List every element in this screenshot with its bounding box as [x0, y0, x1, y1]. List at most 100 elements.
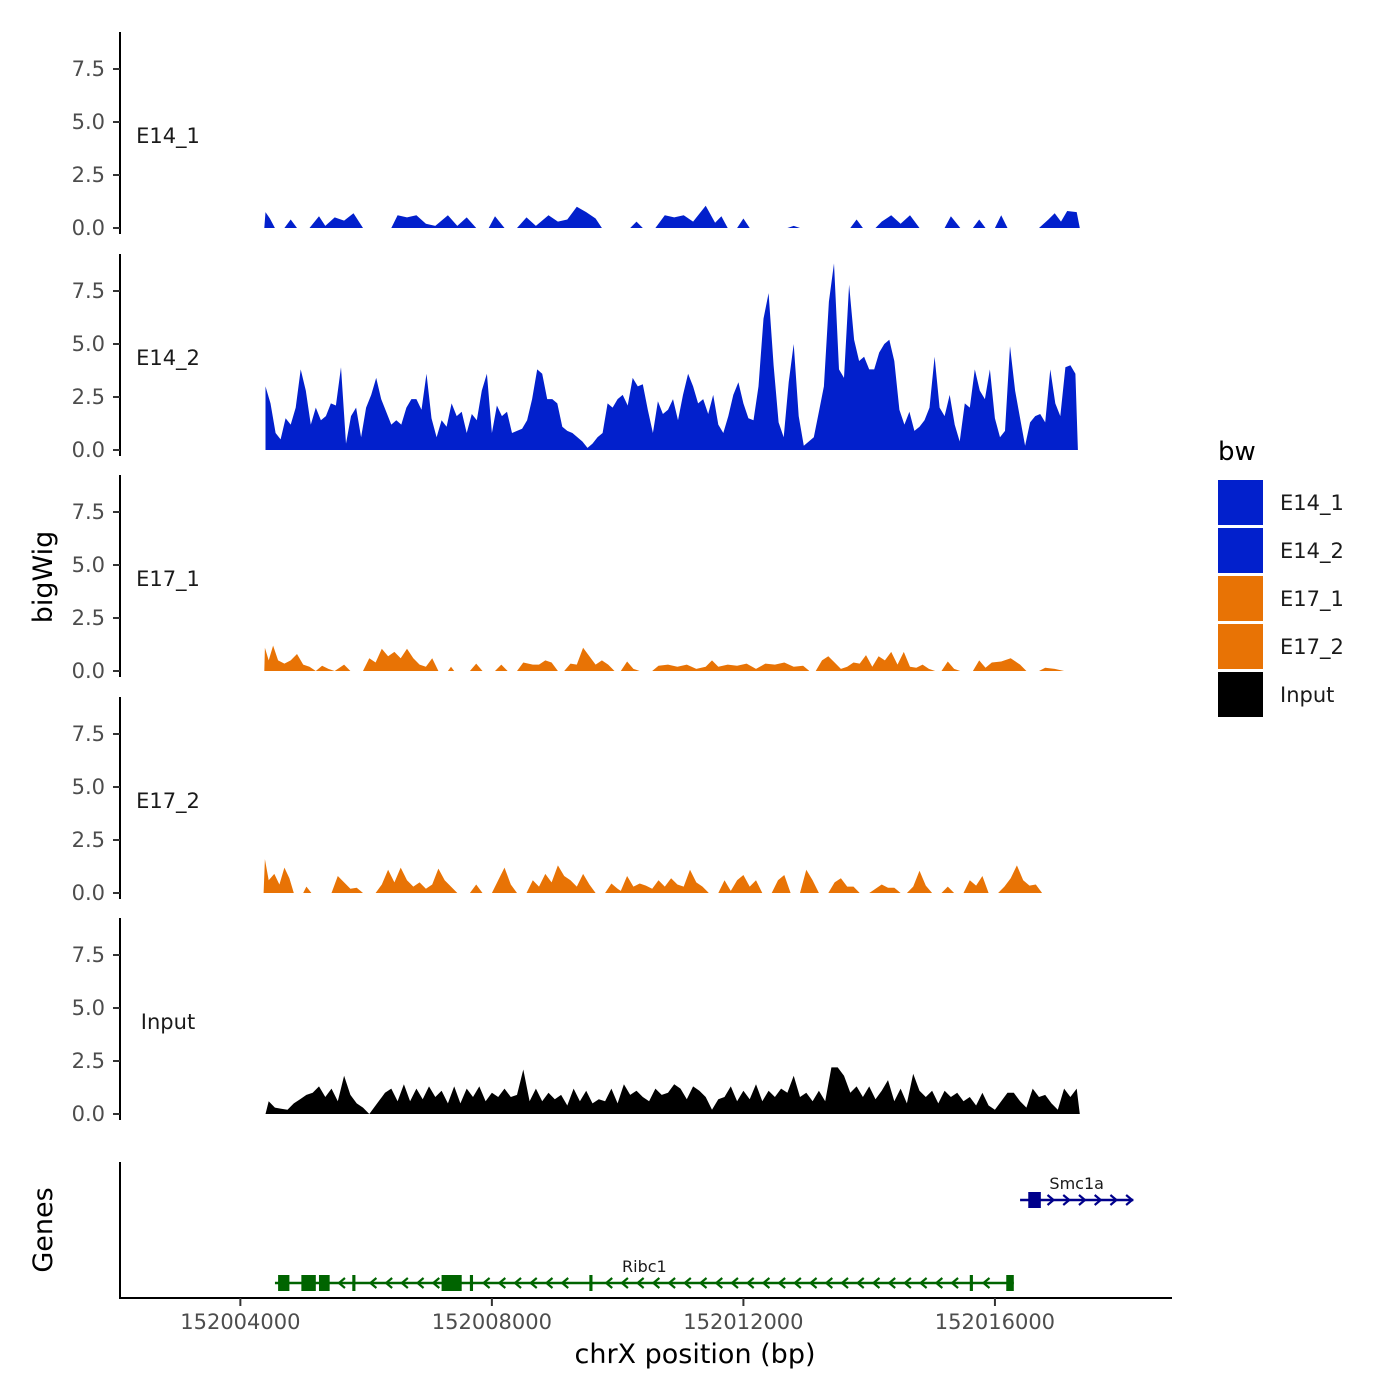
track-panel-e17_2: 0.0 2.5 5.0 7.5 E17_2 — [72, 697, 1043, 905]
gene-exon — [469, 1275, 474, 1291]
strand-arrow-icon — [1046, 1194, 1056, 1206]
y-tick-label: 0.0 — [72, 438, 105, 462]
strand-arrow-icon — [856, 1277, 865, 1289]
strand-arrow-icon — [871, 1277, 881, 1289]
strand-arrow-icon — [714, 1277, 723, 1289]
strand-arrow-icon — [761, 1277, 771, 1289]
gene-exon — [318, 1275, 330, 1291]
y-tick-label: 7.5 — [72, 722, 105, 746]
y-tick-label: 7.5 — [72, 57, 105, 81]
legend-item-input: Input — [1218, 672, 1334, 717]
strand-arrow-icon — [400, 1277, 409, 1289]
y-tick-label: 7.5 — [72, 943, 105, 967]
strand-arrow-icon — [481, 1277, 491, 1289]
legend-label: E17_1 — [1280, 587, 1344, 612]
strand-arrow-icon — [1078, 1194, 1087, 1206]
y-tick-label: 0.0 — [72, 1102, 105, 1126]
strand-arrow-icon — [1093, 1194, 1103, 1206]
strand-arrow-icon — [513, 1277, 522, 1289]
track-panel-e14_1: 0.0 2.5 5.0 7.5 E14_1 — [72, 32, 1080, 240]
y-axis-title: bigWig — [28, 531, 59, 624]
y-tick-label: 7.5 — [72, 500, 105, 524]
y-tick-label: 2.5 — [72, 828, 105, 852]
gene-exon — [352, 1275, 356, 1291]
strand-arrow-icon — [497, 1277, 507, 1289]
gene-exon — [589, 1275, 593, 1291]
x-axis-title: chrX position (bp) — [574, 1339, 815, 1370]
y-tick-label: 2.5 — [72, 385, 105, 409]
gene-label: Smc1a — [1049, 1174, 1104, 1193]
strand-arrow-icon — [981, 1277, 991, 1289]
track-label: E17_2 — [136, 789, 200, 814]
y-tick-label: 5.0 — [72, 553, 105, 577]
y-tick-label: 5.0 — [72, 996, 105, 1020]
legend: bw E14_1 E14_2 E17_1 E17_2 Input — [1218, 437, 1344, 717]
strand-arrow-icon — [903, 1277, 912, 1289]
strand-arrow-icon — [887, 1277, 896, 1289]
y-tick-label: 5.0 — [72, 110, 105, 134]
strand-arrow-icon — [368, 1277, 378, 1289]
strand-arrow-icon — [840, 1277, 849, 1289]
genes-axis-title: Genes — [28, 1187, 59, 1272]
strand-arrow-icon — [698, 1277, 708, 1289]
strand-arrow-icon — [950, 1277, 959, 1289]
legend-label: E14_1 — [1280, 491, 1344, 516]
track-panel-e17_1: 0.0 2.5 5.0 7.5 E17_1 — [72, 475, 1065, 683]
legend-item-e17_1: E17_1 — [1218, 576, 1344, 621]
strand-arrow-icon — [384, 1277, 393, 1289]
strand-arrow-icon — [560, 1277, 569, 1289]
strand-arrow-icon — [777, 1277, 786, 1289]
y-tick-label: 2.5 — [72, 163, 105, 187]
y-tick-label: 5.0 — [72, 332, 105, 356]
gene-exon — [1006, 1275, 1014, 1291]
strand-arrow-icon — [793, 1277, 802, 1289]
gene-exon — [969, 1275, 973, 1291]
strand-arrow-icon — [529, 1277, 538, 1289]
track-panel-input: 0.0 2.5 5.0 7.5 Input — [72, 918, 1080, 1126]
gene-exon — [301, 1275, 316, 1291]
legend-label: E17_2 — [1280, 635, 1344, 660]
x-axis-ticks: 152004000 152008000 152012000 152016000 — [180, 1298, 1055, 1334]
legend-label: Input — [1280, 683, 1334, 707]
strand-arrow-icon — [544, 1277, 554, 1289]
track-panel-e14_2: 0.0 2.5 5.0 7.5 E14_2 — [72, 254, 1078, 462]
y-tick-label: 5.0 — [72, 775, 105, 799]
legend-title: bw — [1218, 437, 1256, 467]
coverage-area-e17_2 — [263, 859, 1043, 893]
strand-arrow-icon — [415, 1277, 425, 1289]
track-label: E14_1 — [136, 124, 200, 149]
gene-exon — [278, 1275, 290, 1291]
gene-smc1a: Smc1a — [1020, 1174, 1134, 1208]
legend-swatch — [1218, 624, 1263, 669]
x-tick-label: 152016000 — [935, 1310, 1055, 1334]
coverage-area-e14_1 — [264, 205, 1080, 228]
y-tick-label: 0.0 — [72, 659, 105, 683]
strand-arrow-icon — [651, 1277, 661, 1289]
legend-item-e14_2: E14_2 — [1218, 528, 1344, 573]
strand-arrow-icon — [667, 1277, 676, 1289]
coverage-area-e17_1 — [264, 645, 1065, 671]
strand-arrow-icon — [918, 1277, 928, 1289]
strand-arrow-icon — [824, 1277, 834, 1289]
strand-arrow-icon — [683, 1277, 692, 1289]
strand-arrow-icon — [620, 1277, 629, 1289]
track-panels: 0.0 2.5 5.0 7.5 E14_1 0.0 2.5 5.0 7.5 E14_2 0.0 2.5… — [72, 32, 1080, 1126]
y-tick-label: 7.5 — [72, 279, 105, 303]
legend-swatch — [1218, 672, 1263, 717]
legend-swatch — [1218, 576, 1263, 621]
strand-arrow-icon — [808, 1277, 818, 1289]
gene-ribc1: Ribc1 — [274, 1257, 1014, 1291]
track-label: Input — [141, 1010, 195, 1034]
legend-item-e17_2: E17_2 — [1218, 624, 1344, 669]
coverage-area-input — [265, 1067, 1080, 1114]
x-tick-label: 152004000 — [180, 1310, 300, 1334]
x-tick-label: 152012000 — [683, 1310, 803, 1334]
gene-models: Smc1a Ribc1 — [274, 1174, 1134, 1291]
x-tick-label: 152008000 — [432, 1310, 552, 1334]
strand-arrow-icon — [431, 1277, 440, 1289]
strand-arrow-icon — [934, 1277, 944, 1289]
y-tick-label: 2.5 — [72, 1049, 105, 1073]
strand-arrow-icon — [635, 1277, 645, 1289]
